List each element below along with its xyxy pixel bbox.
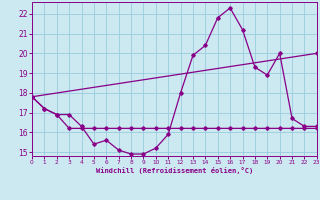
X-axis label: Windchill (Refroidissement éolien,°C): Windchill (Refroidissement éolien,°C)	[96, 167, 253, 174]
